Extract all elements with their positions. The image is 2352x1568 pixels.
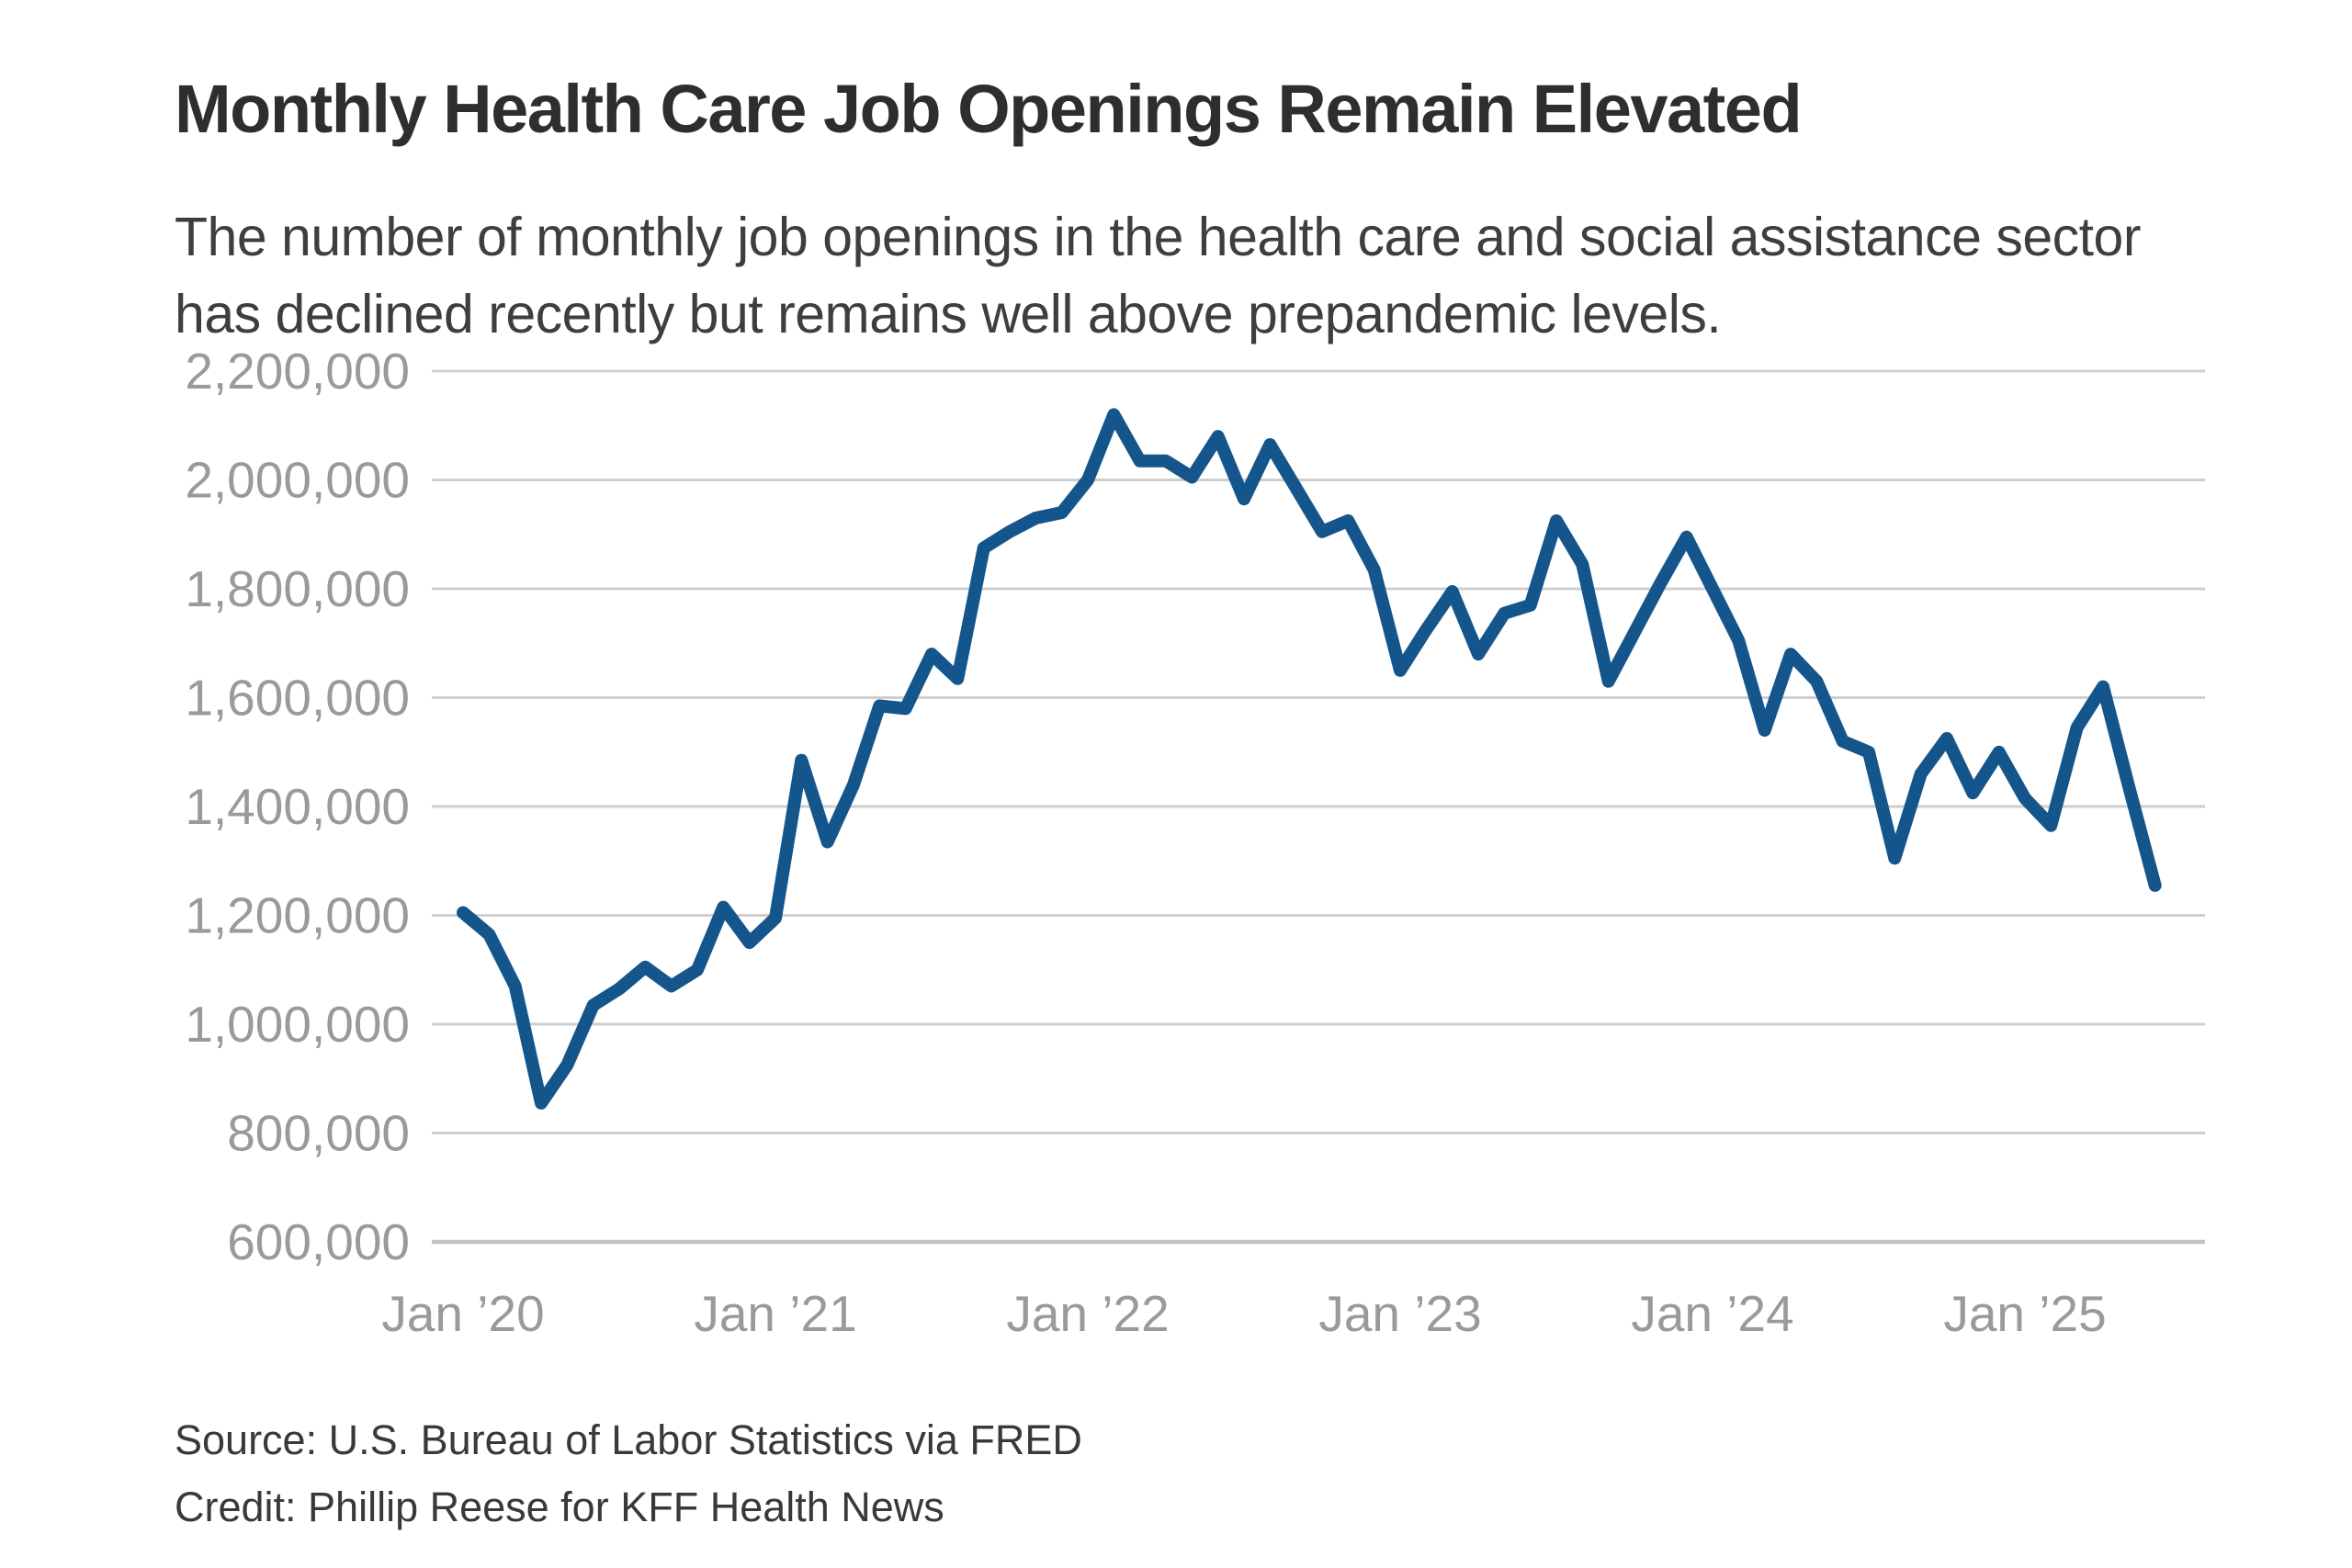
footer-notes: Source: U.S. Bureau of Labor Statistics …	[175, 1407, 1082, 1541]
y-axis-tick-label: 2,200,000	[185, 343, 410, 400]
x-axis-tick-label: Jan ’22	[1006, 1285, 1169, 1342]
y-axis-tick-label: 800,000	[227, 1105, 410, 1162]
y-axis-tick-label: 1,200,000	[185, 887, 410, 944]
source-note: Source: U.S. Bureau of Labor Statistics …	[175, 1416, 1082, 1463]
x-axis-tick-label: Jan ’25	[1943, 1285, 2106, 1342]
x-axis-tick-label: Jan ’24	[1631, 1285, 1793, 1342]
credit-note: Credit: Phillip Reese for KFF Health New…	[175, 1483, 944, 1530]
y-axis-tick-label: 600,000	[227, 1213, 410, 1270]
chart-subtitle: The number of monthly job openings in th…	[175, 207, 2141, 344]
data-line	[457, 408, 2162, 1110]
x-axis-tick-label: Jan ’23	[1318, 1285, 1481, 1342]
y-axis-tick-label: 1,400,000	[185, 778, 410, 835]
y-axis-tick-label: 1,000,000	[185, 996, 410, 1053]
y-axis-tick-label: 2,000,000	[185, 452, 410, 509]
chart-title: Monthly Health Care Job Openings Remain …	[175, 70, 1803, 147]
y-axis-tick-label: 1,800,000	[185, 560, 410, 617]
x-axis-tick-label: Jan ’20	[381, 1285, 544, 1342]
y-axis-tick-label: 1,600,000	[185, 670, 410, 727]
x-axis-tick-label: Jan ’21	[694, 1285, 856, 1342]
